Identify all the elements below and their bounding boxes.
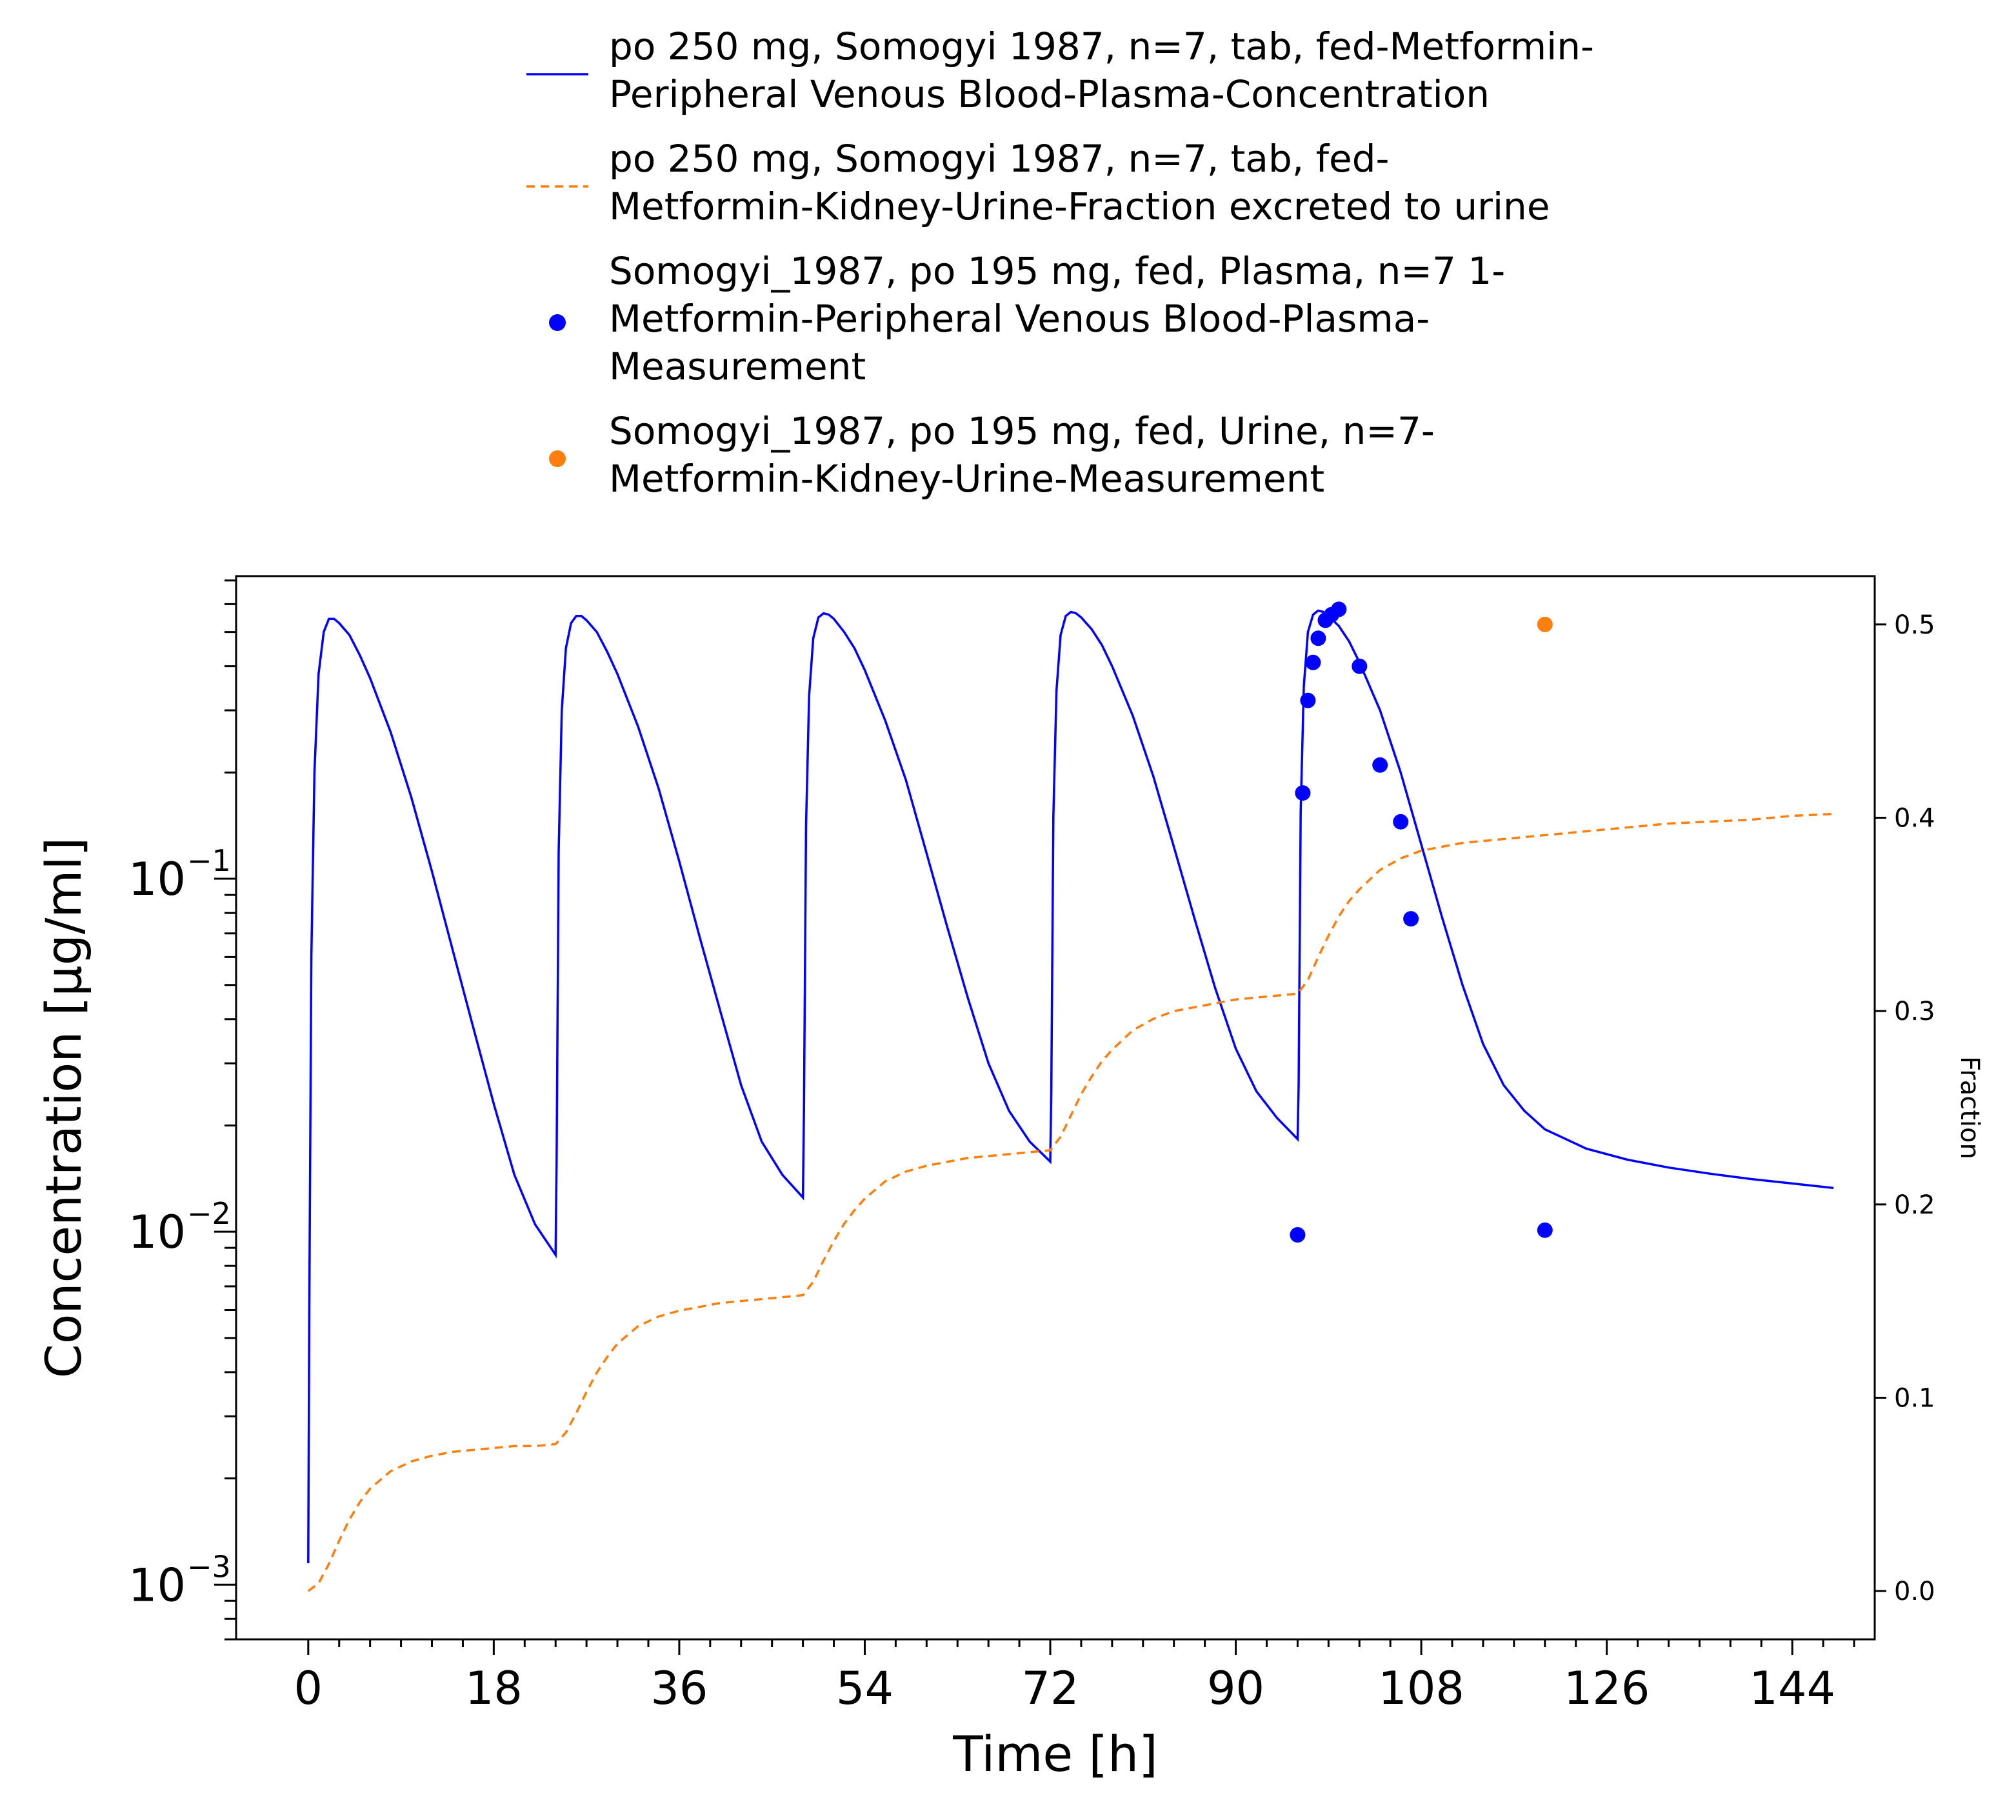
series-2-point — [1372, 757, 1388, 773]
series-2-point — [1290, 1227, 1306, 1243]
y-tick-exponent: −1 — [187, 843, 231, 878]
x-tick-label: 54 — [836, 1662, 893, 1715]
legend: po 250 mg, Somogyi 1987, n=7, tab, fed-M… — [526, 25, 1594, 501]
x-tick-label: 108 — [1378, 1662, 1464, 1715]
series-2-point — [1537, 1222, 1553, 1238]
x-tick-label: 72 — [1021, 1662, 1079, 1715]
y-axis: 10−310−210−1 — [128, 579, 236, 1641]
legend-entry: Somogyi_1987, po 195 mg, fed, Plasma, n=… — [549, 249, 1505, 388]
y-tick-label: 10 — [128, 1559, 186, 1612]
x-axis-title: Time [h] — [952, 1725, 1158, 1783]
y-tick-label: 10 — [128, 1206, 186, 1259]
series-1-line — [307, 812, 1834, 1592]
series-layer — [307, 601, 1834, 1592]
legend-label: po 250 mg, Somogyi 1987, n=7, tab, fed-M… — [609, 25, 1594, 68]
x-tick-label: 36 — [650, 1662, 708, 1715]
legend-label: Peripheral Venous Blood-Plasma-Concentra… — [609, 72, 1490, 116]
x-axis: 0 18 36 54 72 90 108 126 144 — [294, 1639, 1855, 1715]
series-0-line — [307, 609, 1834, 1564]
y2-tick-label: 0.2 — [1894, 1190, 1935, 1220]
legend-label: Somogyi_1987, po 195 mg, fed, Urine, n=7… — [609, 409, 1435, 453]
y2-axis: 0.0 0.1 0.2 0.3 0.4 0.5 — [1875, 610, 1935, 1606]
series-2-point — [1393, 814, 1409, 830]
legend-label: Metformin-Kidney-Urine-Measurement — [609, 457, 1324, 501]
y2-tick-label: 0.3 — [1894, 997, 1935, 1026]
legend-marker-swatch — [549, 314, 566, 331]
legend-entry: po 250 mg, Somogyi 1987, n=7, tab, fed-M… — [526, 137, 1550, 228]
legend-label: Measurement — [609, 345, 866, 388]
x-tick-label: 90 — [1207, 1662, 1264, 1715]
plot-frame — [235, 575, 1876, 1641]
x-tick-label: 0 — [294, 1662, 323, 1715]
series-2-point — [1305, 654, 1321, 670]
y-tick-exponent: −3 — [187, 1549, 231, 1584]
y2-tick-label: 0.1 — [1894, 1383, 1935, 1413]
series-2-point — [1310, 630, 1326, 646]
series-2-point — [1352, 658, 1368, 674]
legend-label: Metformin-Kidney-Urine-Fraction excreted… — [609, 185, 1550, 228]
series-2-point — [1403, 911, 1419, 927]
y2-tick-label: 0.5 — [1894, 610, 1935, 640]
legend-entry: Somogyi_1987, po 195 mg, fed, Urine, n=7… — [549, 409, 1435, 501]
series-2-point — [1300, 692, 1316, 708]
y2-tick-label: 0.0 — [1894, 1577, 1935, 1606]
legend-marker-swatch — [549, 450, 566, 467]
x-tick-label: 126 — [1564, 1662, 1650, 1715]
y2-tick-label: 0.4 — [1894, 804, 1935, 834]
legend-label: po 250 mg, Somogyi 1987, n=7, tab, fed- — [609, 137, 1389, 181]
y-tick-label: 10 — [128, 853, 186, 906]
y-tick-exponent: −2 — [187, 1196, 231, 1231]
legend-label: Metformin-Peripheral Venous Blood-Plasma… — [609, 297, 1430, 341]
legend-label: Somogyi_1987, po 195 mg, fed, Plasma, n=… — [609, 249, 1505, 293]
y-axis-title: Concentration [µg/ml] — [35, 837, 92, 1378]
legend-entry: po 250 mg, Somogyi 1987, n=7, tab, fed-M… — [526, 25, 1594, 116]
series-2-point — [1331, 601, 1347, 617]
series-2-point — [1295, 785, 1311, 801]
x-tick-label: 144 — [1749, 1662, 1835, 1715]
series-3-point — [1537, 616, 1553, 632]
x-tick-label: 18 — [465, 1662, 523, 1715]
y2-axis-title: Fraction — [1955, 1056, 1984, 1159]
